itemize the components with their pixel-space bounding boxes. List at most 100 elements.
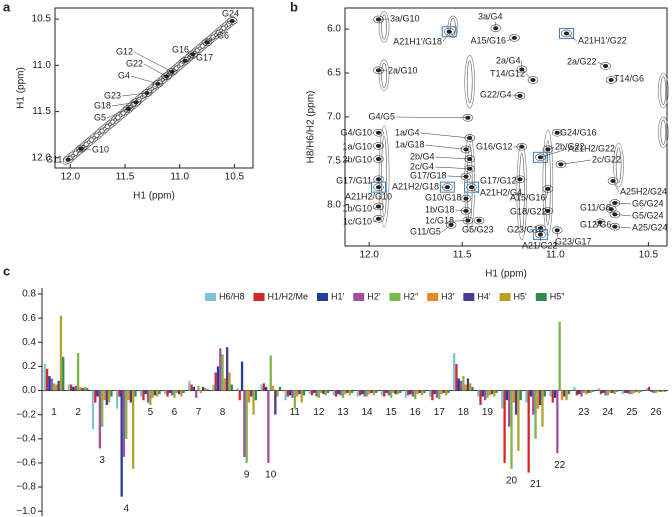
x-tick-label: 11.0: [546, 250, 565, 261]
leader-line: [614, 202, 632, 205]
bar: [226, 347, 229, 391]
peak-label: 2c/G22: [592, 154, 621, 164]
bar: [219, 348, 222, 391]
bar: [623, 390, 627, 393]
bar: [431, 390, 434, 401]
bar: [170, 390, 174, 396]
bar: [356, 390, 359, 397]
bar: [527, 390, 530, 473]
bar: [469, 383, 472, 391]
bar: [633, 390, 636, 393]
bar: [573, 386, 576, 391]
bar: [556, 390, 559, 454]
bar: [125, 390, 128, 439]
peak-label: 2b/G4: [410, 151, 435, 161]
bar: [459, 380, 463, 391]
peak-contour: [161, 72, 172, 81]
leader-line: [506, 37, 515, 42]
peak-contour: [600, 62, 611, 70]
panel-label: a: [3, 0, 11, 14]
peak: [375, 177, 382, 182]
bar: [466, 378, 470, 391]
category-label: 5: [148, 407, 154, 418]
peak: [597, 220, 603, 225]
peak: [375, 157, 382, 162]
bar: [70, 384, 73, 391]
legend-label: H4′: [477, 291, 491, 301]
bar: [372, 390, 376, 396]
peak-label: G4: [118, 70, 130, 80]
category-label: 23: [578, 407, 590, 418]
leader-line: [425, 144, 467, 150]
peak-label: 1c/G18: [425, 215, 454, 225]
leader-line: [372, 218, 379, 223]
bar: [254, 390, 258, 401]
bar: [45, 368, 49, 391]
bar: [637, 390, 640, 393]
bar: [43, 364, 46, 391]
bar: [414, 390, 417, 399]
bar: [115, 390, 119, 409]
leader-line: [442, 31, 450, 43]
category-label: 16: [410, 407, 422, 418]
bar: [645, 388, 648, 391]
bar: [168, 390, 171, 393]
bar: [365, 390, 369, 397]
bar: [630, 390, 634, 395]
peak-contour: [187, 50, 199, 59]
bar: [105, 390, 108, 406]
bar: [91, 390, 95, 430]
bar: [553, 390, 557, 398]
peak-contour: [542, 207, 554, 215]
category-label: 14: [361, 407, 373, 418]
peak-label: 2c/G4: [410, 161, 434, 171]
peak-contour: [460, 145, 472, 154]
bar: [298, 390, 301, 395]
bar: [243, 390, 246, 457]
bar: [57, 380, 60, 391]
bar: [201, 386, 205, 391]
category-label: 1: [51, 407, 57, 418]
x-tick-label: 11.0: [170, 172, 189, 183]
bar: [192, 386, 196, 391]
peak-contour: [609, 210, 621, 219]
peak-label: G5/G24: [632, 210, 664, 220]
bar: [144, 390, 147, 395]
x-axis-title: H1 (ppm): [133, 191, 175, 202]
peak-label: G5: [94, 112, 106, 122]
peak-label: G10: [92, 144, 109, 154]
bar: [81, 388, 84, 391]
contour: [615, 147, 622, 184]
legend-label: H2′: [367, 291, 381, 301]
y-tick-label: 0.2: [22, 361, 36, 372]
peak-label: G11/G5: [410, 226, 441, 236]
peak-contour: [373, 183, 384, 191]
bar: [286, 390, 290, 397]
bar: [639, 390, 643, 392]
bar: [132, 390, 135, 469]
peak-contour: [445, 221, 457, 229]
y-tick-label: 12.0: [32, 152, 52, 163]
legend-swatch: [353, 293, 365, 301]
peak-contour: [464, 155, 476, 163]
peak-label: G4/G10: [340, 127, 372, 137]
y-tick-label: −0.6: [16, 458, 36, 469]
peak: [190, 52, 196, 57]
bar: [611, 390, 614, 393]
bar: [337, 390, 340, 395]
bar: [587, 390, 590, 393]
leader-line: [111, 102, 136, 107]
bar: [274, 390, 277, 415]
bar: [83, 386, 87, 391]
peak-contour: [609, 199, 621, 207]
bar: [310, 390, 314, 396]
leader-line: [546, 188, 549, 199]
bar: [442, 390, 446, 393]
legend-label: H1′: [331, 291, 345, 301]
bar: [324, 390, 327, 396]
bar: [575, 390, 578, 396]
legend-label: H5′: [514, 291, 528, 301]
leader-line: [378, 70, 388, 72]
contour: [381, 62, 387, 88]
bar: [514, 390, 518, 415]
